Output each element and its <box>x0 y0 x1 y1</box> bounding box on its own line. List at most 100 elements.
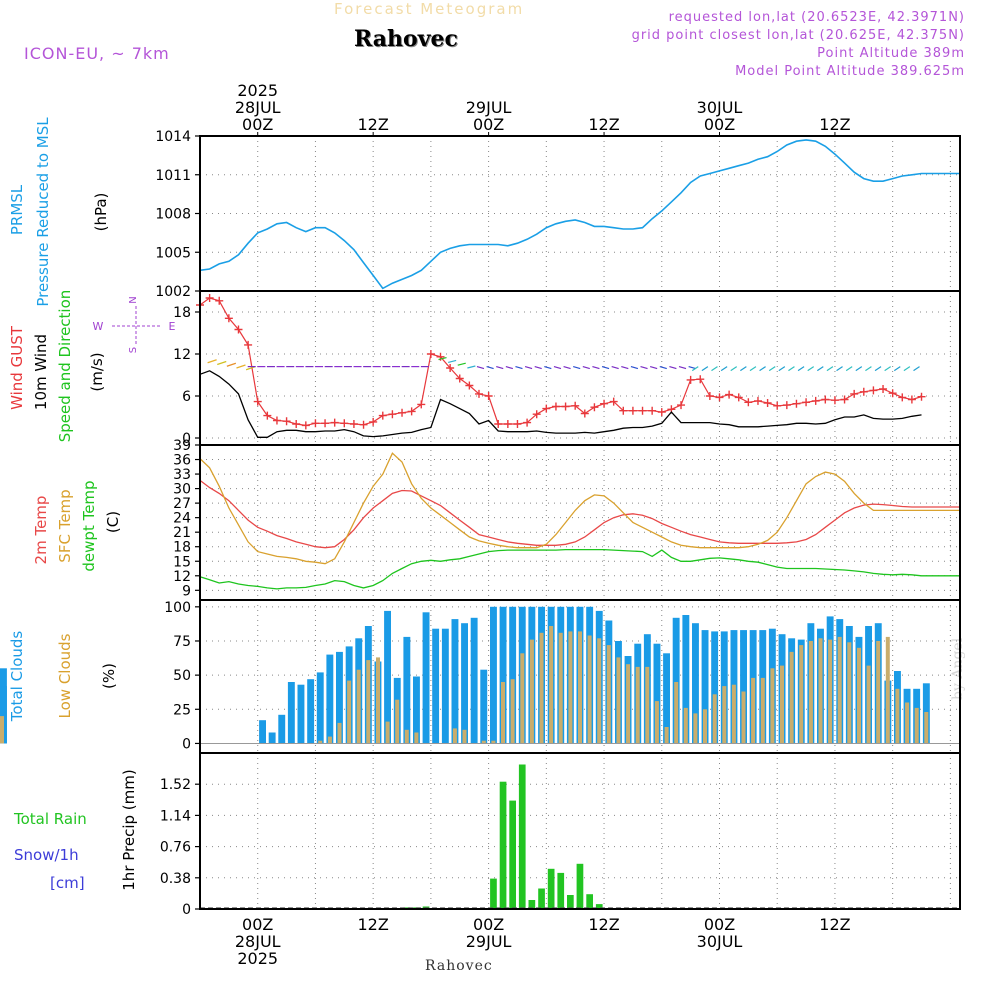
total-cloud-bar <box>461 623 468 744</box>
time-label-bottom: 2025 <box>237 949 278 968</box>
wind-direction-arrow <box>903 366 911 372</box>
gust-point <box>311 419 320 428</box>
temp-2m-label: 2m Temp <box>32 496 50 565</box>
y-tick-label: 1005 <box>155 245 191 261</box>
gust-point <box>840 395 849 404</box>
gust-point <box>446 364 455 372</box>
time-label-bottom: 28JUL <box>235 932 281 951</box>
wind-direction-arrow <box>659 366 667 370</box>
low-cloud-bar <box>837 636 842 744</box>
rain-label: Total Rain <box>13 810 87 828</box>
low-cloud-bar <box>876 641 881 744</box>
total-cloud-bar <box>490 606 497 744</box>
gust-point <box>474 389 483 398</box>
low-cloud-bar <box>731 684 736 744</box>
total-cloud-bar <box>307 679 315 744</box>
wind-direction-arrow <box>236 364 246 369</box>
y-tick-label: 1014 <box>155 129 191 145</box>
wind-direction-arrow <box>582 366 590 370</box>
gust-point <box>455 374 464 383</box>
total-cloud-bar <box>316 672 324 744</box>
wind-direction-arrow <box>836 366 843 372</box>
rain-bar <box>595 904 603 909</box>
low-cloud-bar <box>635 666 640 744</box>
wind-direction-arrow <box>768 366 776 372</box>
gust-point <box>426 350 435 358</box>
gust-point <box>561 402 570 411</box>
clouds-unit: (%) <box>100 663 118 689</box>
time-label-bottom: 00Z <box>242 915 273 934</box>
gust-point <box>234 325 243 334</box>
gust-point <box>773 401 782 410</box>
low-cloud-bar <box>914 707 919 744</box>
y-tick-label: 25 <box>173 702 191 718</box>
rain-bar <box>509 800 516 909</box>
gust-point <box>417 400 426 409</box>
wind-direction-arrow <box>457 362 466 366</box>
wind-direction-arrow <box>913 366 920 372</box>
total-cloud-bar <box>268 732 276 744</box>
gust-point <box>359 420 368 429</box>
time-label-bottom: 30JUL <box>697 932 743 951</box>
time-label-top: 00Z <box>704 115 735 134</box>
gust-point <box>388 410 397 419</box>
gust-point <box>253 397 262 406</box>
y-tick-label: 24 <box>173 511 191 527</box>
y-tick-label: 12 <box>173 347 191 363</box>
wind-direction-arrow <box>711 366 718 372</box>
rain-bar <box>490 878 497 909</box>
low-cloud-bar <box>760 677 765 744</box>
low-cloud-bar <box>847 642 852 744</box>
low-cloud-bar <box>885 636 890 744</box>
time-label-top: 00Z <box>473 115 504 134</box>
low-cloud-bar <box>693 713 698 744</box>
wind-label: 10m Wind <box>32 334 50 410</box>
y-tick-label: 21 <box>173 525 191 541</box>
gust-point <box>792 399 801 408</box>
wind-direction-arrow <box>553 366 562 370</box>
low-cloud-bar <box>645 666 650 744</box>
y-tick-label: 12 <box>173 569 191 585</box>
low-cloud-bar <box>414 732 419 744</box>
wind-direction-arrow <box>438 357 447 361</box>
wind-direction-arrow <box>505 366 514 370</box>
gust-point <box>542 404 551 413</box>
wind-direction-arrow <box>447 359 457 363</box>
wind-direction-arrow <box>515 366 523 370</box>
gust-point <box>369 417 378 426</box>
wind-direction-arrow <box>621 366 629 370</box>
gust-point <box>330 418 339 427</box>
y-tick-label: 9 <box>182 583 191 599</box>
gust-point <box>907 395 916 404</box>
model-label: ICON-EU, ~ 7km <box>24 44 170 63</box>
gust-label: Wind GUST <box>8 325 26 410</box>
gust-point <box>638 406 647 415</box>
low-cloud-bar <box>924 712 929 744</box>
low-cloud-bar <box>857 647 861 744</box>
y-tick-label: 75 <box>173 634 191 650</box>
y-tick-label: 100 <box>164 600 191 616</box>
temp-2m-line <box>199 479 960 549</box>
low-cloud-bar <box>462 729 467 744</box>
low-cloud-bar <box>799 645 804 744</box>
time-label-top: 29JUL <box>466 98 512 117</box>
pressure-label-short: PRMSL <box>8 184 26 235</box>
time-label-bottom: 12Z <box>588 915 619 934</box>
total-cloud-bar <box>672 617 680 744</box>
wind-direction-arrow <box>749 366 757 372</box>
y-tick-label: 1008 <box>155 207 191 223</box>
wind-direction-arrow <box>797 366 805 372</box>
precip-axis-label: 1hr Precip (mm) <box>120 769 138 890</box>
time-label-top: 2025 <box>237 81 278 100</box>
total-cloud-bar <box>682 615 690 744</box>
gust-point <box>850 389 859 398</box>
low-cloud-bar <box>347 680 352 744</box>
gust-point <box>609 397 618 406</box>
labels-layer: 1002100510081011101406121891215182124273… <box>8 81 851 968</box>
gust-point <box>744 398 753 407</box>
gust-point <box>532 410 541 419</box>
low-cloud-bar <box>828 639 833 744</box>
marks-layer <box>0 139 960 909</box>
gust-point <box>763 399 772 407</box>
time-label-bottom: 12Z <box>358 915 389 934</box>
